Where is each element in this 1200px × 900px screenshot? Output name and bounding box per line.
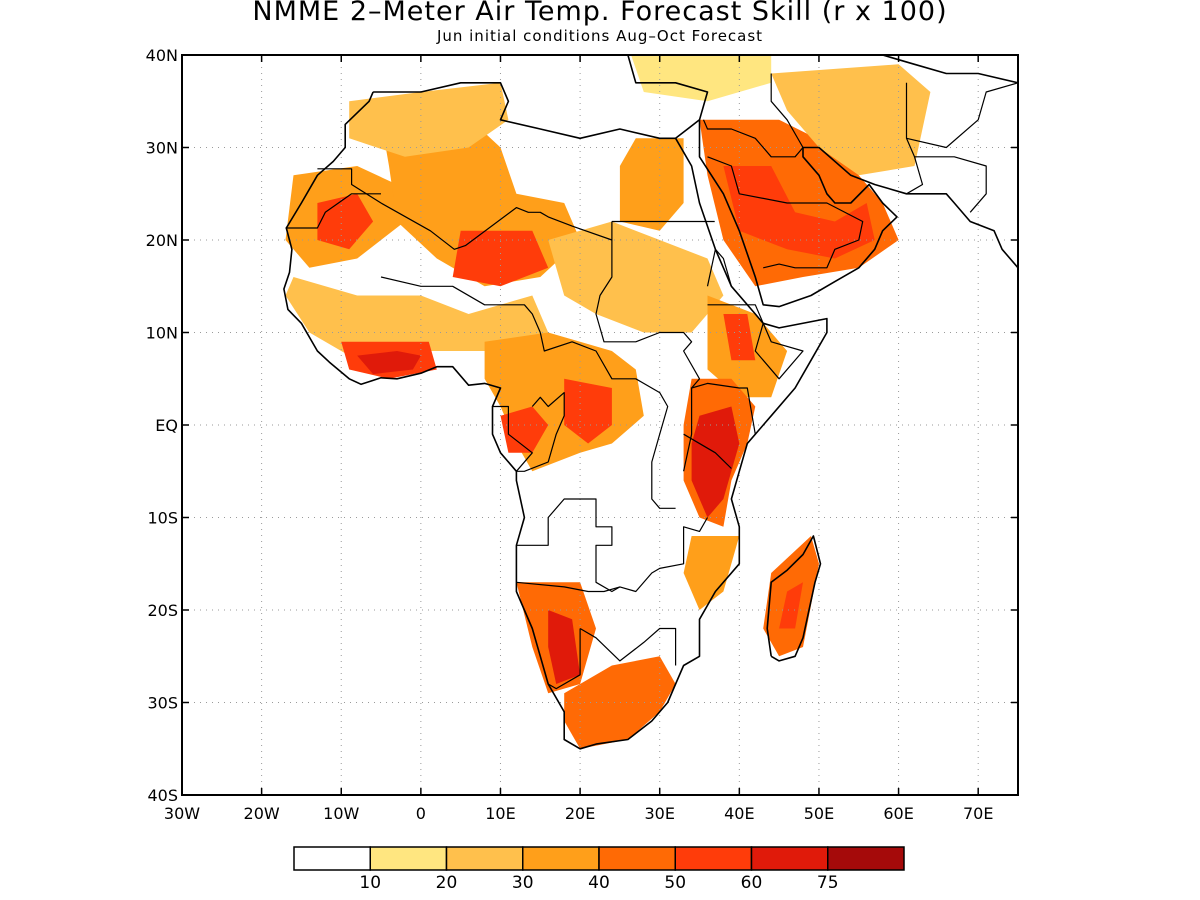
colorbar-swatch-0 bbox=[293, 846, 371, 871]
border-4 bbox=[595, 240, 701, 389]
coastline-3 bbox=[766, 535, 822, 662]
border-8 bbox=[516, 498, 621, 593]
skill-region-7 bbox=[619, 138, 684, 231]
lon-tick-label: 40E bbox=[724, 804, 754, 823]
border-6 bbox=[516, 392, 565, 472]
colorbar-label: 20 bbox=[436, 873, 458, 893]
border-21 bbox=[914, 156, 987, 213]
colorbar-label: 40 bbox=[588, 873, 610, 893]
lon-tick-label: 70E bbox=[963, 804, 993, 823]
lon-tick-label: 10W bbox=[323, 804, 359, 823]
colorbar-label: 60 bbox=[741, 873, 763, 893]
border-5 bbox=[539, 332, 676, 509]
skill-region-3 bbox=[452, 230, 549, 287]
colorbar-label: 30 bbox=[512, 873, 534, 893]
lat-tick-label: 20N bbox=[146, 231, 178, 250]
lat-tick-label: 30S bbox=[147, 694, 178, 713]
lon-tick-label: 30W bbox=[164, 804, 200, 823]
skill-region-4 bbox=[285, 277, 549, 361]
border-13 bbox=[683, 433, 732, 469]
skill-region-9 bbox=[723, 166, 875, 259]
coastline-0 bbox=[373, 55, 1018, 140]
border-17 bbox=[707, 156, 864, 269]
colorbar-label: 50 bbox=[664, 873, 686, 893]
coastline-1 bbox=[283, 91, 828, 750]
border-20 bbox=[906, 82, 1018, 149]
skill-region-25 bbox=[779, 582, 803, 629]
lon-tick-label: 30E bbox=[644, 804, 674, 823]
colorbar-swatch-3 bbox=[522, 846, 600, 871]
skill-region-22 bbox=[548, 610, 581, 684]
lat-tick-label: 40N bbox=[146, 46, 178, 65]
lon-tick-label: 50E bbox=[804, 804, 834, 823]
coastline-2 bbox=[698, 119, 1018, 308]
skill-region-26 bbox=[349, 82, 509, 157]
lat-tick-label: 40S bbox=[147, 786, 178, 805]
skill-shading bbox=[285, 55, 931, 749]
border-10 bbox=[547, 628, 581, 690]
colorbar-swatch-4 bbox=[598, 846, 676, 871]
colorbar-swatch-2 bbox=[445, 846, 524, 871]
colorbar-swatch-7 bbox=[827, 846, 905, 871]
lon-tick-label: 10E bbox=[485, 804, 515, 823]
border-14 bbox=[706, 248, 732, 287]
lat-tick-label: 20S bbox=[147, 601, 178, 620]
chart-subtitle: Jun initial conditions Aug–Oct Forecast bbox=[436, 27, 764, 45]
skill-region-19 bbox=[691, 406, 740, 518]
colorbar-label: 75 bbox=[817, 873, 839, 893]
lon-tick-label: 20E bbox=[565, 804, 595, 823]
border-15 bbox=[707, 304, 804, 380]
chart-title: NMME 2–Meter Air Temp. Forecast Skill (r… bbox=[252, 0, 948, 27]
lat-tick-label: 10N bbox=[146, 324, 178, 343]
skill-region-13 bbox=[500, 406, 549, 453]
border-7 bbox=[492, 405, 533, 472]
border-1 bbox=[285, 193, 381, 229]
lat-tick-label: 10S bbox=[147, 509, 178, 528]
border-12 bbox=[683, 382, 756, 472]
colorbar-swatch-6 bbox=[750, 846, 829, 871]
skill-region-14 bbox=[564, 378, 612, 444]
skill-region-11 bbox=[631, 55, 772, 102]
skill-region-20 bbox=[683, 536, 740, 610]
colorbar-swatch-5 bbox=[674, 846, 753, 871]
colorbar-label: 10 bbox=[359, 873, 381, 893]
lon-tick-label: 20W bbox=[244, 804, 280, 823]
lon-tick-label: 60E bbox=[883, 804, 913, 823]
lat-tick-label: EQ bbox=[155, 416, 178, 435]
skill-region-15 bbox=[548, 221, 724, 333]
skill-region-23 bbox=[564, 656, 676, 749]
border-0 bbox=[317, 168, 613, 250]
border-9 bbox=[516, 517, 709, 593]
colorbar: 10 20 30 40 50 60 75 bbox=[293, 846, 905, 893]
border-11 bbox=[579, 627, 677, 666]
border-2 bbox=[380, 276, 541, 333]
land-outlines bbox=[283, 55, 1018, 750]
axis-ticks: 30W 20W 10W 0 10E 20E 30E 40E 50E 60E 70E 40N 30N 20N… bbox=[146, 46, 1018, 823]
lat-tick-label: 30N bbox=[146, 139, 178, 158]
border-18 bbox=[770, 73, 804, 148]
skill-region-6 bbox=[357, 351, 421, 375]
lon-tick-label: 0 bbox=[416, 804, 426, 823]
border-16 bbox=[702, 119, 804, 158]
colorbar-swatch-1 bbox=[369, 846, 448, 871]
